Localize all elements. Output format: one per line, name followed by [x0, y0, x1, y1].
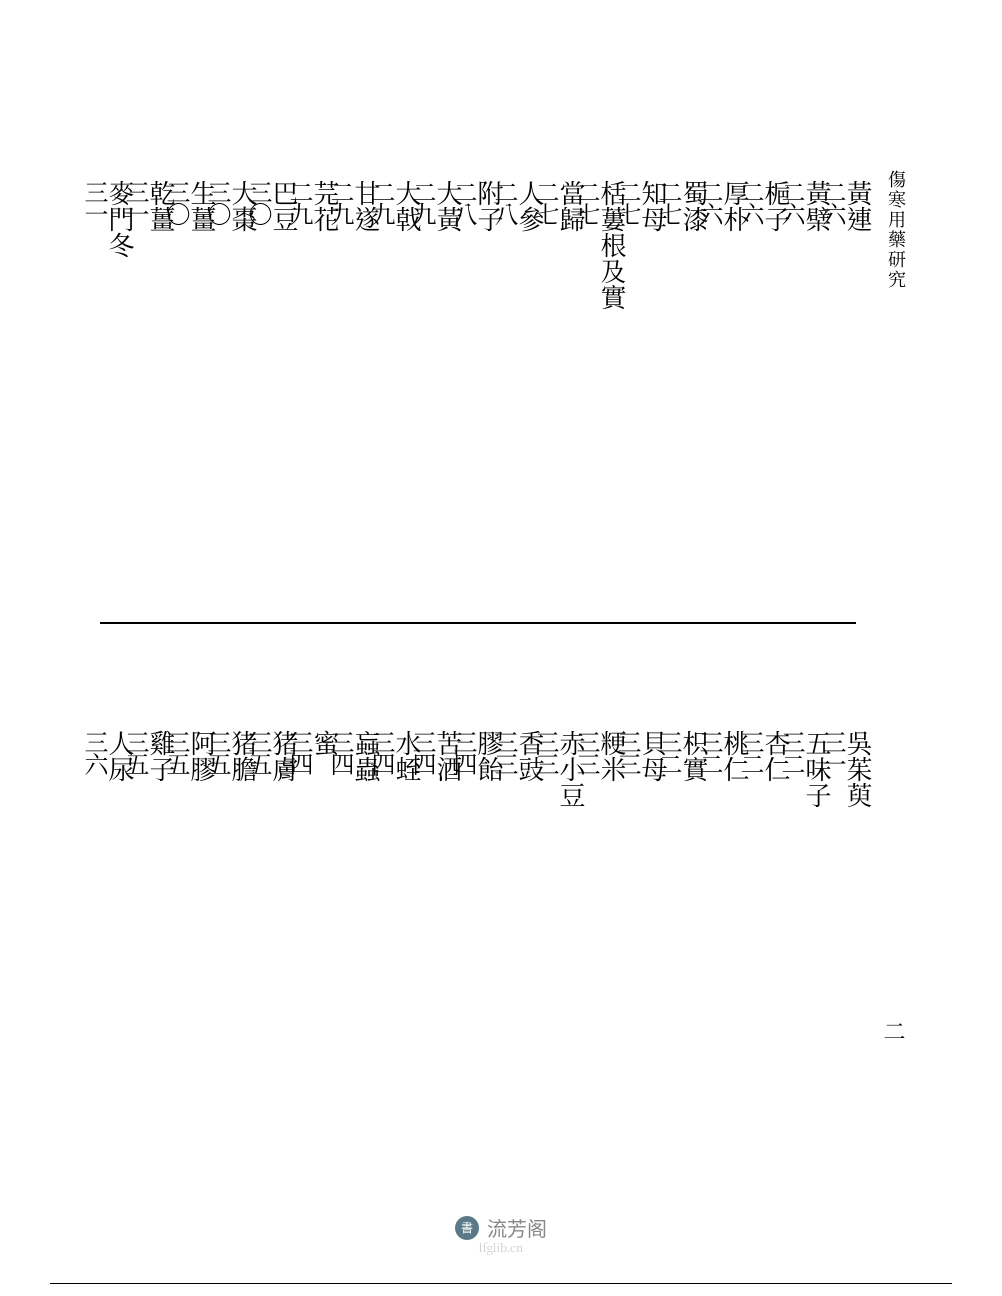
toc-term: 猪膚: [272, 730, 298, 1170]
toc-entry: 吳茱萸︙︙︙︙︙︙︙︙︙︙︙︙︙︙︙︙︙︙︙︙︙︙︙︙︙︙︙︙︙︙三一: [831, 730, 872, 1170]
toc-term: 膠飴: [477, 730, 503, 1170]
toc-term: 芫花: [313, 180, 339, 620]
toc-term: 香豉: [518, 730, 544, 1170]
toc-entry: 雞子︙︙︙︙︙︙︙︙︙︙︙︙︙︙︙︙︙︙︙︙︙︙︙︙︙︙︙︙︙︙三五: [134, 730, 175, 1170]
toc-entry: 黃檗︙︙︙︙︙︙︙︙︙︙︙︙︙︙︙︙︙︙︙︙︙︙︙︙︙︙︙︙︙︙二六: [790, 180, 831, 620]
toc-term: 生薑: [190, 180, 216, 620]
page-number-marker: 二: [879, 1020, 910, 1042]
toc-term: 麥門冬: [108, 180, 134, 620]
toc-term: 貝母: [641, 730, 667, 1170]
toc-term: 五味子: [805, 730, 831, 1170]
toc-lower-section: 吳茱萸︙︙︙︙︙︙︙︙︙︙︙︙︙︙︙︙︙︙︙︙︙︙︙︙︙︙︙︙︙︙三一五味子︙︙…: [93, 730, 872, 1170]
toc-entry: 貝母︙︙︙︙︙︙︙︙︙︙︙︙︙︙︙︙︙︙︙︙︙︙︙︙︙︙︙︙︙︙三三: [626, 730, 667, 1170]
toc-term: 水蛭: [395, 730, 421, 1170]
toc-entry: 黃連︙︙︙︙︙︙︙︙︙︙︙︙︙︙︙︙︙︙︙︙︙︙︙︙︙︙︙︙︙︙二六: [831, 180, 872, 620]
toc-term: 蝱蟲: [354, 730, 380, 1170]
toc-page-ref: 三六: [84, 730, 108, 1170]
footer-logo: 書 流芳阁: [455, 1213, 547, 1242]
toc-entry: 乾薑︙︙︙︙︙︙︙︙︙︙︙︙︙︙︙︙︙︙︙︙︙︙︙︙︙︙︙︙︙︙三一: [134, 180, 175, 620]
toc-entry: 生薑︙︙︙︙︙︙︙︙︙︙︙︙︙︙︙︙︙︙︙︙︙︙︙︙︙︙︙︙︙︙三〇: [175, 180, 216, 620]
toc-term: 蜀漆: [682, 180, 708, 620]
toc-entry: 人尿︙︙︙︙︙︙︙︙︙︙︙︙︙︙︙︙︙︙︙︙︙︙︙︙︙︙︙︙︙︙三六: [93, 730, 134, 1170]
book-title: 傷寒用藥研究: [884, 170, 910, 290]
toc-entry: 赤小豆︙︙︙︙︙︙︙︙︙︙︙︙︙︙︙︙︙︙︙︙︙︙︙︙︙︙︙︙︙︙三三: [544, 730, 585, 1170]
toc-term: 乾薑: [149, 180, 175, 620]
toc-term: 杏仁: [764, 730, 790, 1170]
section-divider: [100, 622, 856, 624]
toc-entry: 枳實︙︙︙︙︙︙︙︙︙︙︙︙︙︙︙︙︙︙︙︙︙︙︙︙︙︙︙︙︙︙三二: [667, 730, 708, 1170]
toc-term: 粳米: [600, 730, 626, 1170]
bottom-rule: [50, 1283, 952, 1284]
toc-entry: 巴豆︙︙︙︙︙︙︙︙︙︙︙︙︙︙︙︙︙︙︙︙︙︙︙︙︙︙︙︙︙︙三〇: [257, 180, 298, 620]
toc-page-ref: 三一: [84, 180, 108, 620]
toc-term: 當歸: [559, 180, 585, 620]
toc-entry: 苦酒︙︙︙︙︙︙︙︙︙︙︙︙︙︙︙︙︙︙︙︙︙︙︙︙︙︙︙︙︙︙三四: [421, 730, 462, 1170]
toc-term: 赤小豆: [559, 730, 585, 1170]
toc-term: 梔子: [764, 180, 790, 620]
toc-term: 人尿: [108, 730, 134, 1170]
toc-term: 大戟: [395, 180, 421, 620]
toc-term: 黃檗: [805, 180, 831, 620]
toc-entry: 人參︙︙︙︙︙︙︙︙︙︙︙︙︙︙︙︙︙︙︙︙︙︙︙︙︙︙︙︙︙︙二八: [503, 180, 544, 620]
toc-entry: 香豉︙︙︙︙︙︙︙︙︙︙︙︙︙︙︙︙︙︙︙︙︙︙︙︙︙︙︙︙︙︙三三: [503, 730, 544, 1170]
toc-entry: 桃仁︙︙︙︙︙︙︙︙︙︙︙︙︙︙︙︙︙︙︙︙︙︙︙︙︙︙︙︙︙︙三二: [708, 730, 749, 1170]
toc-term: 厚朴: [723, 180, 749, 620]
toc-entry: 阿膠︙︙︙︙︙︙︙︙︙︙︙︙︙︙︙︙︙︙︙︙︙︙︙︙︙︙︙︙︙︙三五: [175, 730, 216, 1170]
toc-entry: 芫花︙︙︙︙︙︙︙︙︙︙︙︙︙︙︙︙︙︙︙︙︙︙︙︙︙︙︙︙︙︙二九: [298, 180, 339, 620]
toc-term: 人參: [518, 180, 544, 620]
toc-entry: 當歸︙︙︙︙︙︙︙︙︙︙︙︙︙︙︙︙︙︙︙︙︙︙︙︙︙︙︙︙︙︙二七: [544, 180, 585, 620]
toc-entry: 麥門冬︙︙︙︙︙︙︙︙︙︙︙︙︙︙︙︙︙︙︙︙︙︙︙︙︙︙︙︙︙︙三一: [93, 180, 134, 620]
footer: 書 流芳阁 lfglib.cn: [0, 1213, 1002, 1256]
toc-term: 附子: [477, 180, 503, 620]
toc-term: 甘遂: [354, 180, 380, 620]
toc-term: 知母: [641, 180, 667, 620]
toc-entry: 梔子︙︙︙︙︙︙︙︙︙︙︙︙︙︙︙︙︙︙︙︙︙︙︙︙︙︙︙︙︙︙二六: [749, 180, 790, 620]
toc-entry: 蝱蟲︙︙︙︙︙︙︙︙︙︙︙︙︙︙︙︙︙︙︙︙︙︙︙︙︙︙︙︙︙︙三四: [339, 730, 380, 1170]
logo-icon: 書: [455, 1216, 479, 1240]
toc-term: 苦酒: [436, 730, 462, 1170]
toc-entry: 猪膚︙︙︙︙︙︙︙︙︙︙︙︙︙︙︙︙︙︙︙︙︙︙︙︙︙︙︙︙︙︙三五: [257, 730, 298, 1170]
toc-term: 吳茱萸: [846, 730, 872, 1170]
toc-term: 大棗: [231, 180, 257, 620]
toc-upper-section: 黃連︙︙︙︙︙︙︙︙︙︙︙︙︙︙︙︙︙︙︙︙︙︙︙︙︙︙︙︙︙︙二六黃檗︙︙︙︙…: [93, 180, 872, 620]
footer-url: lfglib.cn: [0, 1240, 1002, 1256]
toc-entry: 附子︙︙︙︙︙︙︙︙︙︙︙︙︙︙︙︙︙︙︙︙︙︙︙︙︙︙︙︙︙︙二八: [462, 180, 503, 620]
toc-entry: 知母︙︙︙︙︙︙︙︙︙︙︙︙︙︙︙︙︙︙︙︙︙︙︙︙︙︙︙︙︙︙二七: [626, 180, 667, 620]
toc-entry: 粳米︙︙︙︙︙︙︙︙︙︙︙︙︙︙︙︙︙︙︙︙︙︙︙︙︙︙︙︙︙︙三三: [585, 730, 626, 1170]
toc-term: 枳實: [682, 730, 708, 1170]
toc-term: 栝蔞根及實: [600, 180, 626, 620]
toc-entry: 猪膽︙︙︙︙︙︙︙︙︙︙︙︙︙︙︙︙︙︙︙︙︙︙︙︙︙︙︙︙︙︙三五: [216, 730, 257, 1170]
toc-entry: 水蛭︙︙︙︙︙︙︙︙︙︙︙︙︙︙︙︙︙︙︙︙︙︙︙︙︙︙︙︙︙︙三四: [380, 730, 421, 1170]
toc-term: 巴豆: [272, 180, 298, 620]
toc-entry: 膠飴︙︙︙︙︙︙︙︙︙︙︙︙︙︙︙︙︙︙︙︙︙︙︙︙︙︙︙︙︙︙三四: [462, 730, 503, 1170]
toc-entry: 栝蔞根及實︙︙︙︙︙︙︙︙︙︙︙︙︙︙︙︙︙︙︙︙︙︙︙︙︙︙︙︙︙︙二七: [585, 180, 626, 620]
toc-term: 黃連: [846, 180, 872, 620]
toc-term: 蜜: [313, 730, 339, 1170]
toc-entry: 五味子︙︙︙︙︙︙︙︙︙︙︙︙︙︙︙︙︙︙︙︙︙︙︙︙︙︙︙︙︙︙三二: [790, 730, 831, 1170]
toc-term: 猪膽: [231, 730, 257, 1170]
toc-entry: 甘遂︙︙︙︙︙︙︙︙︙︙︙︙︙︙︙︙︙︙︙︙︙︙︙︙︙︙︙︙︙︙二九: [339, 180, 380, 620]
toc-entry: 厚朴︙︙︙︙︙︙︙︙︙︙︙︙︙︙︙︙︙︙︙︙︙︙︙︙︙︙︙︙︙︙二六: [708, 180, 749, 620]
toc-entry: 杏仁︙︙︙︙︙︙︙︙︙︙︙︙︙︙︙︙︙︙︙︙︙︙︙︙︙︙︙︙︙︙三二: [749, 730, 790, 1170]
toc-entry: 大戟︙︙︙︙︙︙︙︙︙︙︙︙︙︙︙︙︙︙︙︙︙︙︙︙︙︙︙︙︙︙二九: [380, 180, 421, 620]
toc-entry: 蜜︙︙︙︙︙︙︙︙︙︙︙︙︙︙︙︙︙︙︙︙︙︙︙︙︙︙︙︙︙︙三四: [298, 730, 339, 1170]
site-name: 流芳阁: [487, 1213, 547, 1242]
toc-term: 桃仁: [723, 730, 749, 1170]
toc-entry: 蜀漆︙︙︙︙︙︙︙︙︙︙︙︙︙︙︙︙︙︙︙︙︙︙︙︙︙︙︙︙︙︙二七: [667, 180, 708, 620]
toc-term: 大黃: [436, 180, 462, 620]
page-content: 傷寒用藥研究 二 黃連︙︙︙︙︙︙︙︙︙︙︙︙︙︙︙︙︙︙︙︙︙︙︙︙︙︙︙︙︙…: [100, 170, 900, 1190]
toc-term: 雞子: [149, 730, 175, 1170]
toc-term: 阿膠: [190, 730, 216, 1170]
toc-entry: 大黃︙︙︙︙︙︙︙︙︙︙︙︙︙︙︙︙︙︙︙︙︙︙︙︙︙︙︙︙︙︙二九: [421, 180, 462, 620]
toc-entry: 大棗︙︙︙︙︙︙︙︙︙︙︙︙︙︙︙︙︙︙︙︙︙︙︙︙︙︙︙︙︙︙三〇: [216, 180, 257, 620]
